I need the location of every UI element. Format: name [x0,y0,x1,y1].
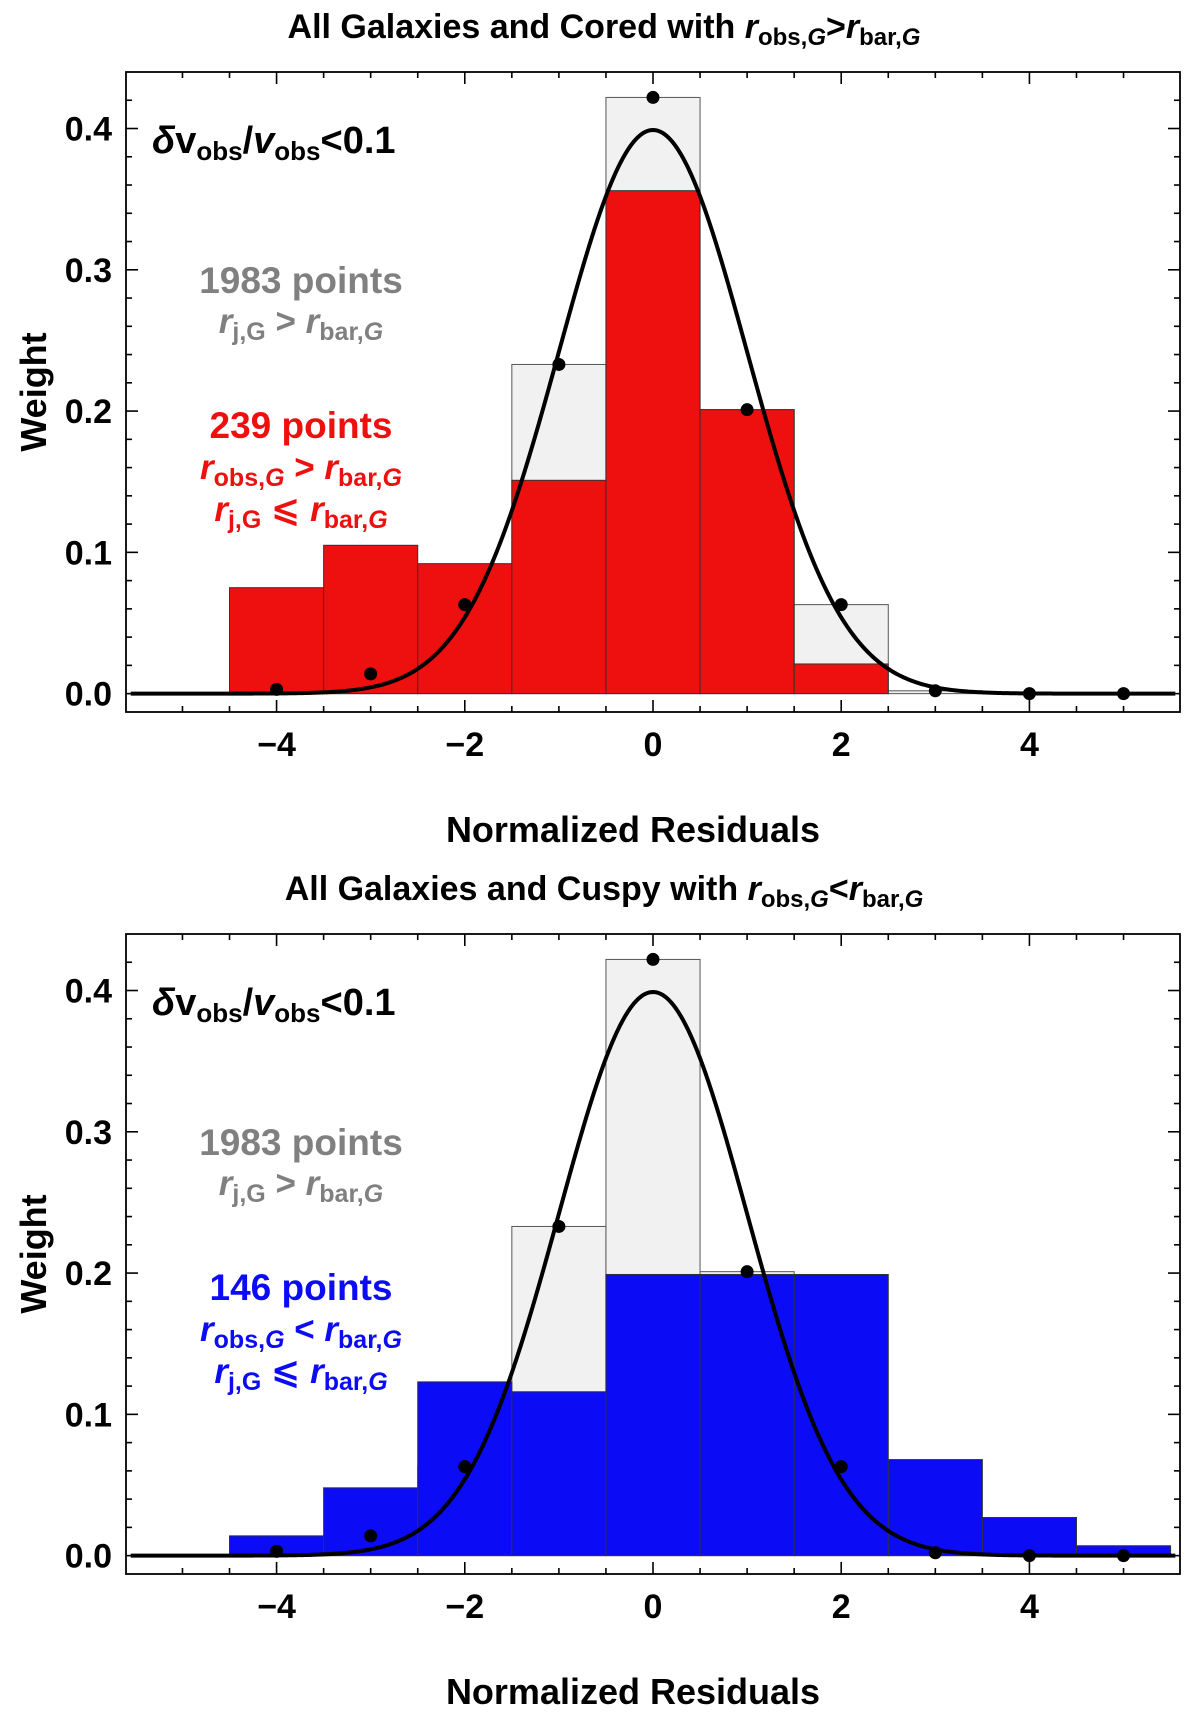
subset-condition-2: rj,G ⩽ rbar,G [214,490,387,534]
data-point--2 [458,1460,472,1474]
bar-subset-1 [699,1273,795,1557]
y-axis-label: Weight [13,1194,54,1313]
subset-condition-2: rj,G ⩽ rbar,G [214,1352,387,1396]
y-tick-label: 0.3 [65,1114,112,1152]
data-point-1 [740,1265,754,1279]
bar-subset--2 [417,563,513,695]
chart-title: All Galaxies and Cored with robs,G>rbar,… [288,8,921,51]
bar-subset--4 [229,587,325,695]
subset-count-label: 239 points [210,405,393,446]
x-tick-label: −4 [257,726,296,764]
x-axis-label: Normalized Residuals [446,809,820,850]
chart-panel-2: All Galaxies and Cuspy with robs,G<rbar,… [13,870,1181,1712]
data-point-3 [928,1546,942,1560]
x-tick-label: 0 [644,726,663,764]
subset-condition-1: robs,G < rbar,G [200,1310,402,1354]
chart-panel-1: All Galaxies and Cored with robs,G>rbar,… [13,8,1181,850]
bar-subset--1 [511,479,607,695]
x-tick-label: 4 [1020,1588,1039,1626]
data-point--4 [270,682,284,696]
bar-subset-1 [699,409,795,695]
data-point-5 [1117,1549,1131,1563]
data-point-5 [1117,687,1131,701]
y-tick-label: 0.2 [65,393,112,431]
gaussian-curve [130,128,1176,696]
x-tick-label: 4 [1020,726,1039,764]
data-point--4 [270,1544,284,1558]
data-point-3 [928,684,942,698]
y-tick-label: 0.0 [65,1538,112,1576]
data-point-0 [646,952,660,966]
y-tick-label: 0.1 [65,1396,112,1434]
data-point-4 [1022,687,1036,701]
data-point-2 [834,1460,848,1474]
data-point--3 [364,667,378,681]
data-point--1 [552,1219,566,1233]
data-point-4 [1022,1549,1036,1563]
y-tick-label: 0.0 [65,676,112,714]
error-cut-label: δvobs/vobs<0.1 [152,120,396,166]
data-point--2 [458,598,472,612]
x-tick-label: −2 [445,1588,484,1626]
x-tick-label: −4 [257,1588,296,1626]
chart-title: All Galaxies and Cuspy with robs,G<rbar,… [285,870,924,913]
bar-subset--1 [511,1391,607,1557]
bar-subset-0 [605,1273,701,1557]
gray-condition-label: rj,G > rbar,G [219,1164,383,1208]
y-tick-label: 0.3 [65,252,112,290]
y-axis-label: Weight [13,332,54,451]
data-point--1 [552,357,566,371]
bar-subset-0 [605,190,701,695]
y-tick-label: 0.2 [65,1255,112,1293]
bar-subset--3 [323,1487,419,1557]
data-point-2 [834,598,848,612]
axis-ticks [126,934,1180,1574]
error-cut-label: δvobs/vobs<0.1 [152,982,396,1028]
gray-count-label: 1983 points [199,260,403,301]
subset-count-label: 146 points [210,1267,393,1308]
x-axis-label: Normalized Residuals [446,1671,820,1712]
data-point-1 [740,403,754,417]
axis-ticks [126,72,1180,712]
x-tick-label: 2 [832,726,851,764]
subset-condition-1: robs,G > rbar,G [200,448,402,492]
data-point-0 [646,90,660,104]
gray-condition-label: rj,G > rbar,G [219,302,383,346]
y-tick-label: 0.1 [65,534,112,572]
y-tick-label: 0.4 [65,111,112,149]
y-tick-label: 0.4 [65,973,112,1011]
data-point--3 [364,1529,378,1543]
bar-subset-2 [793,663,889,695]
gray-count-label: 1983 points [199,1122,403,1163]
gaussian-curve [130,990,1176,1558]
x-tick-label: 2 [832,1588,851,1626]
bar-subset-3 [887,1459,983,1557]
x-tick-label: −2 [445,726,484,764]
x-tick-label: 0 [644,1588,663,1626]
